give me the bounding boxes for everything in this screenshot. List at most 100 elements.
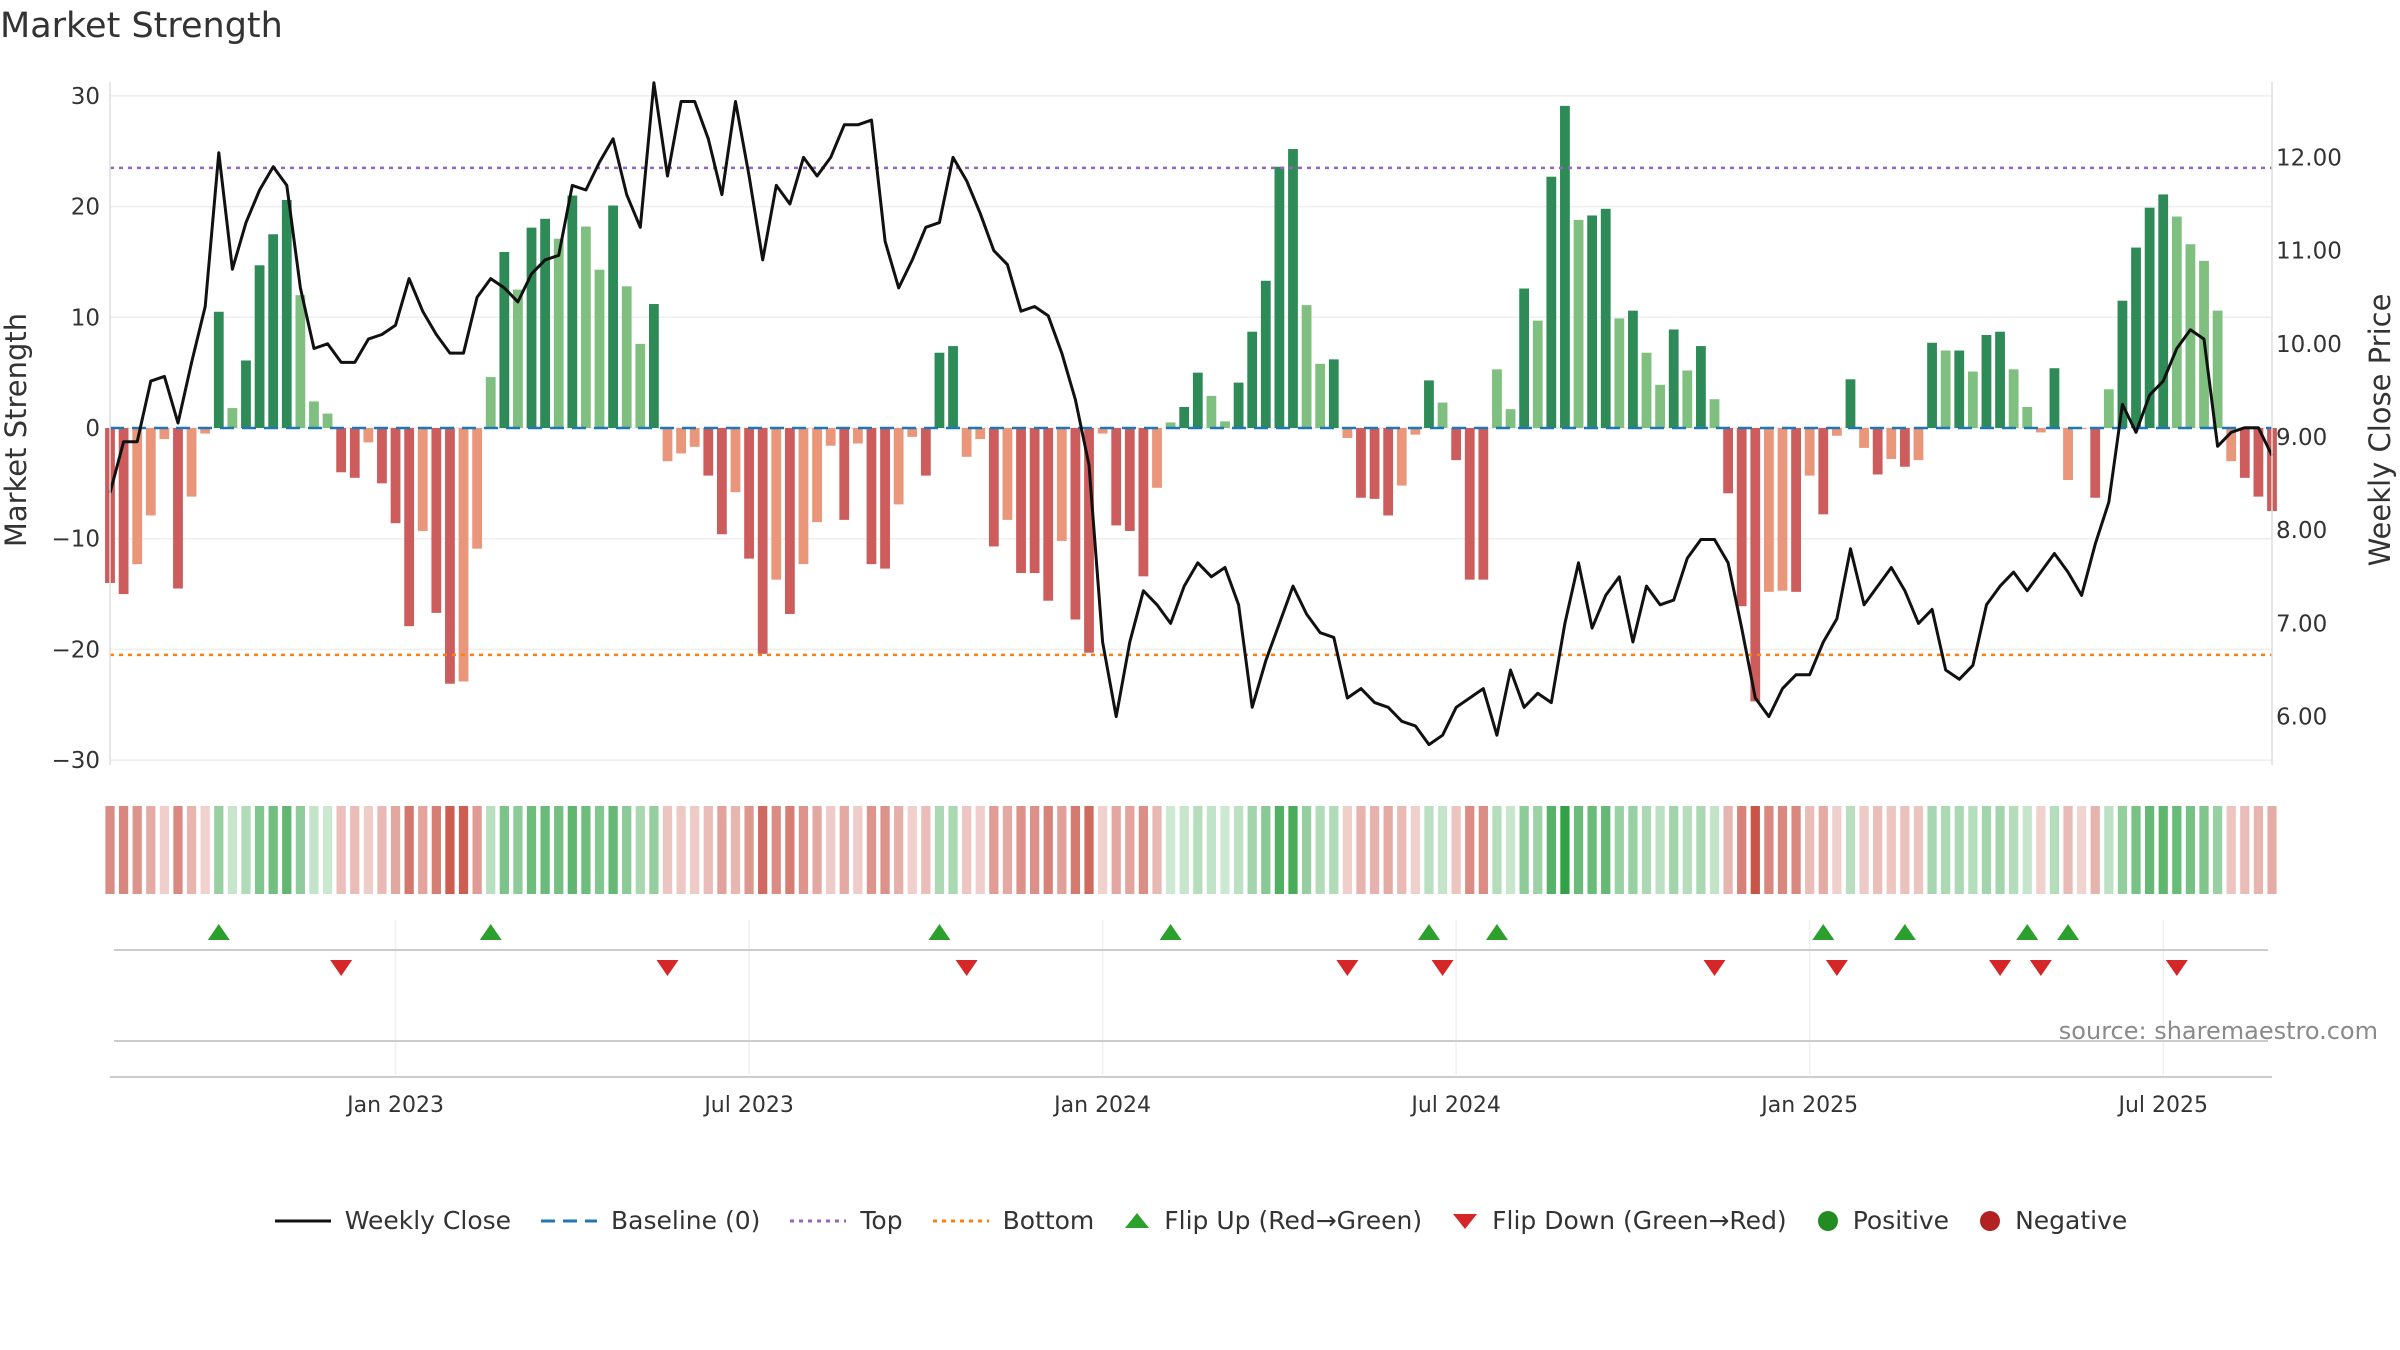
regime-segment [241, 806, 251, 894]
regime-segment [690, 806, 700, 894]
regime-segment [1641, 806, 1652, 894]
legend-swatch-icon [1815, 1208, 1853, 1234]
regime-segment [390, 806, 401, 894]
y-tick-label: −20 [51, 637, 100, 663]
strength-bar [445, 428, 455, 684]
strength-bar [1859, 428, 1869, 448]
regime-segment [1301, 806, 1312, 894]
strength-bar [1220, 421, 1230, 428]
strength-bar [1587, 215, 1598, 428]
regime-segment [826, 806, 836, 894]
date-tick-label: Jan 2024 [1052, 1093, 1151, 1118]
strength-bar [1655, 384, 1666, 428]
strength-bar [1682, 370, 1693, 428]
source-text: source: sharemaestro.com [2059, 1017, 2378, 1045]
regime-segment [1383, 806, 1393, 894]
regime-segment [2063, 806, 2073, 894]
strength-bar [1029, 428, 1040, 574]
regime-segment [1614, 806, 1624, 894]
strength-bar [485, 377, 496, 428]
strength-bar [417, 428, 428, 531]
y-axis-title: Market Strength [0, 313, 33, 547]
regime-segment [1125, 806, 1135, 894]
regime-segment [295, 806, 305, 894]
regime-segment [458, 806, 469, 894]
strength-bars [105, 105, 2277, 702]
strength-bar [1097, 428, 1108, 434]
legend-item: Bottom [931, 1206, 1094, 1235]
regime-segment [758, 806, 768, 894]
regime-segment [1805, 806, 1815, 894]
strength-bar [1111, 428, 1122, 526]
strength-bar [431, 428, 442, 613]
strength-bar [1301, 305, 1312, 428]
flip-down-marker [2029, 960, 2052, 976]
regime-segment [1152, 806, 1162, 894]
strength-bar [1600, 208, 1611, 428]
date-axis: Jan 2023 Jul 2023 Jan 2024 Jul 2024 Jan 2025… [110, 1040, 2272, 1118]
strength-bar [1899, 428, 1910, 467]
regime-segment [1138, 806, 1149, 894]
regime-segment [1492, 806, 1502, 894]
strength-bar [2063, 428, 2073, 481]
regime-segment [445, 806, 455, 894]
strength-bar [1940, 350, 1951, 428]
regime-segment [2144, 806, 2155, 894]
regime-segment [676, 806, 686, 894]
regime-segment [1179, 806, 1189, 894]
legend-item: Positive [1815, 1206, 1949, 1235]
regime-strip [105, 806, 2277, 894]
flip-up-marker [1893, 924, 1916, 940]
strength-bar [309, 401, 319, 428]
strength-bar [594, 269, 605, 428]
regime-segment [1274, 806, 1285, 894]
legend-label: Flip Up (Red→Green) [1164, 1206, 1423, 1235]
strength-bar [268, 234, 279, 428]
legend-swatch-icon [788, 1211, 860, 1231]
regime-segment [1206, 806, 1217, 894]
regime-segment [1002, 806, 1013, 894]
y2-tick-label: 10.00 [2276, 332, 2342, 358]
strength-bar [1777, 428, 1788, 591]
strength-bar [1709, 399, 1720, 428]
regime-segment [866, 806, 877, 894]
flip-up-marker [479, 924, 502, 940]
strength-bar [920, 428, 931, 476]
regime-segment [146, 806, 156, 894]
strength-bar [1464, 428, 1475, 580]
regime-segment [1356, 806, 1366, 894]
flip-down-marker [2165, 960, 2188, 976]
strength-bar [2008, 369, 2019, 428]
regime-segment [1927, 806, 1937, 894]
strength-bar [281, 199, 292, 428]
flip-up-marker [1159, 924, 1182, 940]
regime-segment [2131, 806, 2141, 894]
y-tick-label: −30 [51, 748, 100, 774]
regime-segment [268, 806, 278, 894]
legend-item: Flip Down (Green→Red) [1450, 1206, 1787, 1235]
strength-bar [1152, 428, 1162, 488]
legend-label: Top [860, 1206, 903, 1235]
regime-segment [1342, 806, 1352, 894]
flip-down-marker [1825, 960, 1848, 976]
chart-title: Market Strength [0, 6, 283, 46]
regime-segment [309, 806, 319, 894]
flip-down-marker [1336, 960, 1359, 976]
regime-segment [282, 806, 292, 894]
regime-segment [1315, 806, 1325, 894]
regime-segment [1682, 806, 1692, 894]
strength-bar [1560, 105, 1570, 428]
strength-bar [1763, 428, 1774, 592]
strength-bar [2090, 428, 2101, 498]
date-tick-label: Jul 2023 [702, 1093, 794, 1118]
strength-bar [1886, 428, 1897, 459]
strength-bar [1492, 369, 1502, 428]
flip-up-marker [1812, 924, 1835, 940]
date-tick-label: Jul 2025 [2116, 1093, 2208, 1118]
regime-segment [921, 806, 931, 894]
y2-tick-label: 8.00 [2276, 518, 2327, 544]
strength-bar [730, 428, 741, 493]
regime-segment [771, 806, 781, 894]
regime-segment [1628, 806, 1638, 894]
regime-segment [581, 806, 591, 894]
